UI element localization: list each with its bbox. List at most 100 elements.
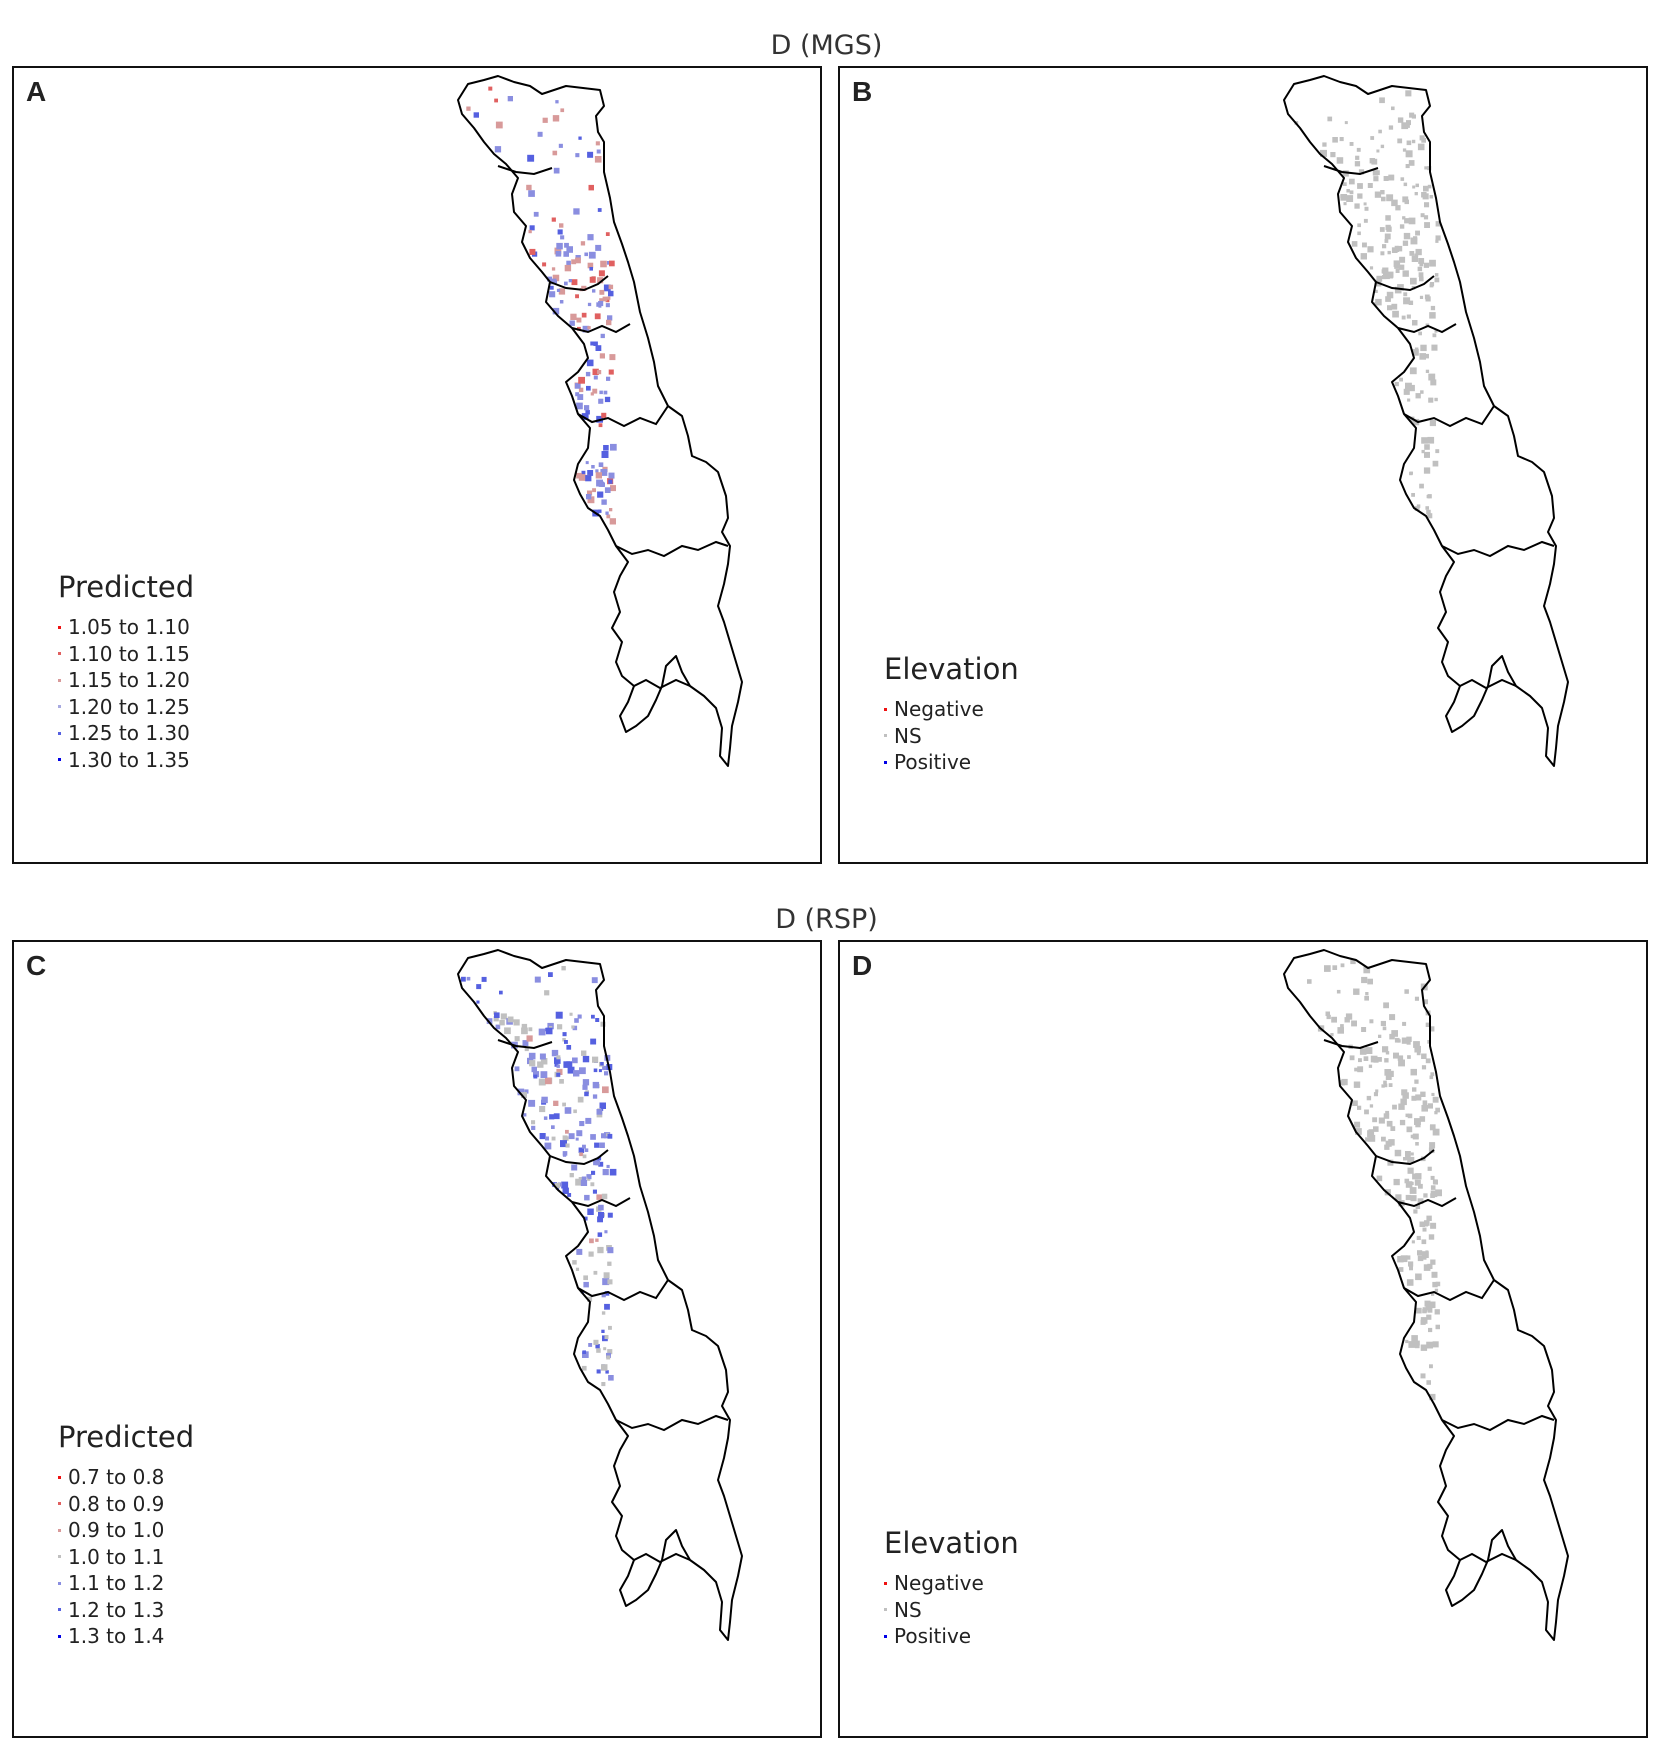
legend-predicted-c: Predicted 0.7 to 0.8 0.8 to 0.9 0.9 to 1.0… xyxy=(58,1420,194,1650)
subregion-boundary xyxy=(1441,540,1555,558)
subregion-boundary xyxy=(1403,405,1495,428)
legend-item: 1.15 to 1.20 xyxy=(58,667,194,694)
legend-title: Elevation xyxy=(884,652,1019,686)
region-outline xyxy=(1283,949,1569,1641)
subregion-boundary xyxy=(497,165,553,176)
legend-label: 0.8 to 0.9 xyxy=(68,1491,165,1516)
map-pixels xyxy=(1294,90,1441,519)
subregion-boundary xyxy=(615,540,729,558)
subregion-boundary xyxy=(633,678,691,690)
subregion-boundary xyxy=(1459,678,1517,690)
legend-item: 1.3 to 1.4 xyxy=(58,1623,194,1650)
legend-item: 1.0 to 1.1 xyxy=(58,1544,194,1571)
map-canvas-c xyxy=(457,949,743,1641)
legend-label: Negative xyxy=(894,697,984,722)
legend-label: 1.30 to 1.35 xyxy=(68,747,190,772)
legend-label: 1.3 to 1.4 xyxy=(68,1624,165,1649)
legend-item: Positive xyxy=(884,749,1019,776)
legend-swatch xyxy=(58,1528,61,1532)
legend-swatch xyxy=(58,1581,61,1585)
subregion-boundary xyxy=(1397,1197,1457,1208)
map-canvas-b xyxy=(1283,75,1569,767)
legend-swatch xyxy=(58,731,61,735)
legend-label: 1.0 to 1.1 xyxy=(68,1544,165,1569)
legend-label: 1.05 to 1.10 xyxy=(68,615,190,640)
legend-swatch xyxy=(884,707,887,711)
legend-items: 0.7 to 0.8 0.8 to 0.9 0.9 to 1.0 1.0 to 1.1… xyxy=(58,1464,194,1650)
legend-label: NS xyxy=(894,723,922,748)
panel-letter-a: A xyxy=(26,76,47,107)
legend-label: 1.15 to 1.20 xyxy=(68,668,190,693)
subregion-boundary xyxy=(1375,1149,1435,1166)
legend-elevation-d: Elevation Negative NS Positive xyxy=(884,1526,1019,1650)
legend-item: Positive xyxy=(884,1623,1019,1650)
legend-swatch xyxy=(58,1502,61,1506)
map-pixels xyxy=(466,86,617,525)
map-panel-c: C Predicted 0.7 to 0.8 0.8 to 0.9 0.9 to 1… xyxy=(12,940,822,1738)
map-canvas-d xyxy=(1283,949,1569,1641)
legend-items: Negative NS Positive xyxy=(884,696,1019,776)
legend-label: 0.7 to 0.8 xyxy=(68,1465,165,1490)
legend-title: Predicted xyxy=(58,570,195,604)
legend-label: 1.25 to 1.30 xyxy=(68,721,190,746)
region-outline xyxy=(457,75,743,767)
subregion-boundary xyxy=(1397,323,1457,334)
row-title-rsp: D (RSP) xyxy=(775,904,878,935)
legend-swatch xyxy=(884,1581,887,1585)
legend-label: 1.20 to 1.25 xyxy=(68,694,190,719)
legend-item: NS xyxy=(884,1597,1019,1624)
subregion-boundary xyxy=(633,1552,691,1564)
subregion-boundary xyxy=(549,275,609,292)
subregion-boundary xyxy=(577,1279,669,1302)
subregion-boundary xyxy=(549,1149,609,1166)
map-pixels xyxy=(461,966,617,1387)
legend-swatch xyxy=(58,705,61,709)
legend-item: 1.30 to 1.35 xyxy=(58,747,194,774)
legend-label: 1.10 to 1.15 xyxy=(68,641,190,666)
subregion-boundary xyxy=(497,1039,553,1050)
legend-item: 1.2 to 1.3 xyxy=(58,1597,194,1624)
legend-item: 0.8 to 0.9 xyxy=(58,1491,194,1518)
legend-swatch xyxy=(58,1555,61,1559)
row-title-mgs: D (MGS) xyxy=(770,30,883,61)
subregion-boundary xyxy=(1323,1039,1379,1050)
legend-swatch xyxy=(58,652,61,656)
legend-swatch xyxy=(58,758,61,762)
legend-item: Negative xyxy=(884,1570,1019,1597)
legend-swatch xyxy=(58,1475,61,1479)
subregion-boundary xyxy=(571,1197,631,1208)
legend-item: 1.20 to 1.25 xyxy=(58,694,194,721)
subregion-boundary xyxy=(577,405,669,428)
legend-item: 1.10 to 1.15 xyxy=(58,641,194,668)
map-panel-b: B Elevation Negative NS Positive xyxy=(838,66,1648,864)
legend-item: 1.05 to 1.10 xyxy=(58,614,194,641)
legend-swatch xyxy=(58,1634,61,1638)
region-outline xyxy=(1283,75,1569,767)
subregion-boundary xyxy=(1375,275,1435,292)
legend-predicted-a: Predicted 1.05 to 1.10 1.10 to 1.15 1.15 t… xyxy=(58,570,194,773)
panel-letter-b: B xyxy=(852,76,873,107)
legend-item: 1.1 to 1.2 xyxy=(58,1570,194,1597)
legend-swatch xyxy=(884,734,887,738)
legend-item: 0.9 to 1.0 xyxy=(58,1517,194,1544)
legend-label: NS xyxy=(894,1597,922,1622)
legend-title: Predicted xyxy=(58,1420,195,1454)
legend-label: 1.2 to 1.3 xyxy=(68,1597,165,1622)
legend-items: Negative NS Positive xyxy=(884,1570,1019,1650)
legend-item: 1.25 to 1.30 xyxy=(58,720,194,747)
map-canvas-a xyxy=(457,75,743,767)
legend-item: Negative xyxy=(884,696,1019,723)
legend-swatch xyxy=(58,1608,61,1612)
map-pixels xyxy=(1307,958,1442,1401)
map-panel-d: D Elevation Negative NS Positive xyxy=(838,940,1648,1738)
subregion-boundary xyxy=(1403,1279,1495,1302)
subregion-boundary xyxy=(1459,1552,1517,1564)
legend-swatch xyxy=(58,625,61,629)
subregion-boundary xyxy=(1441,1414,1555,1432)
legend-swatch xyxy=(58,678,61,682)
map-panel-a: A Predicted 1.05 to 1.10 1.10 to 1.15 1.15… xyxy=(12,66,822,864)
legend-label: Positive xyxy=(894,750,972,775)
legend-label: Positive xyxy=(894,1624,972,1649)
legend-label: Negative xyxy=(894,1571,984,1596)
region-outline xyxy=(457,949,743,1641)
